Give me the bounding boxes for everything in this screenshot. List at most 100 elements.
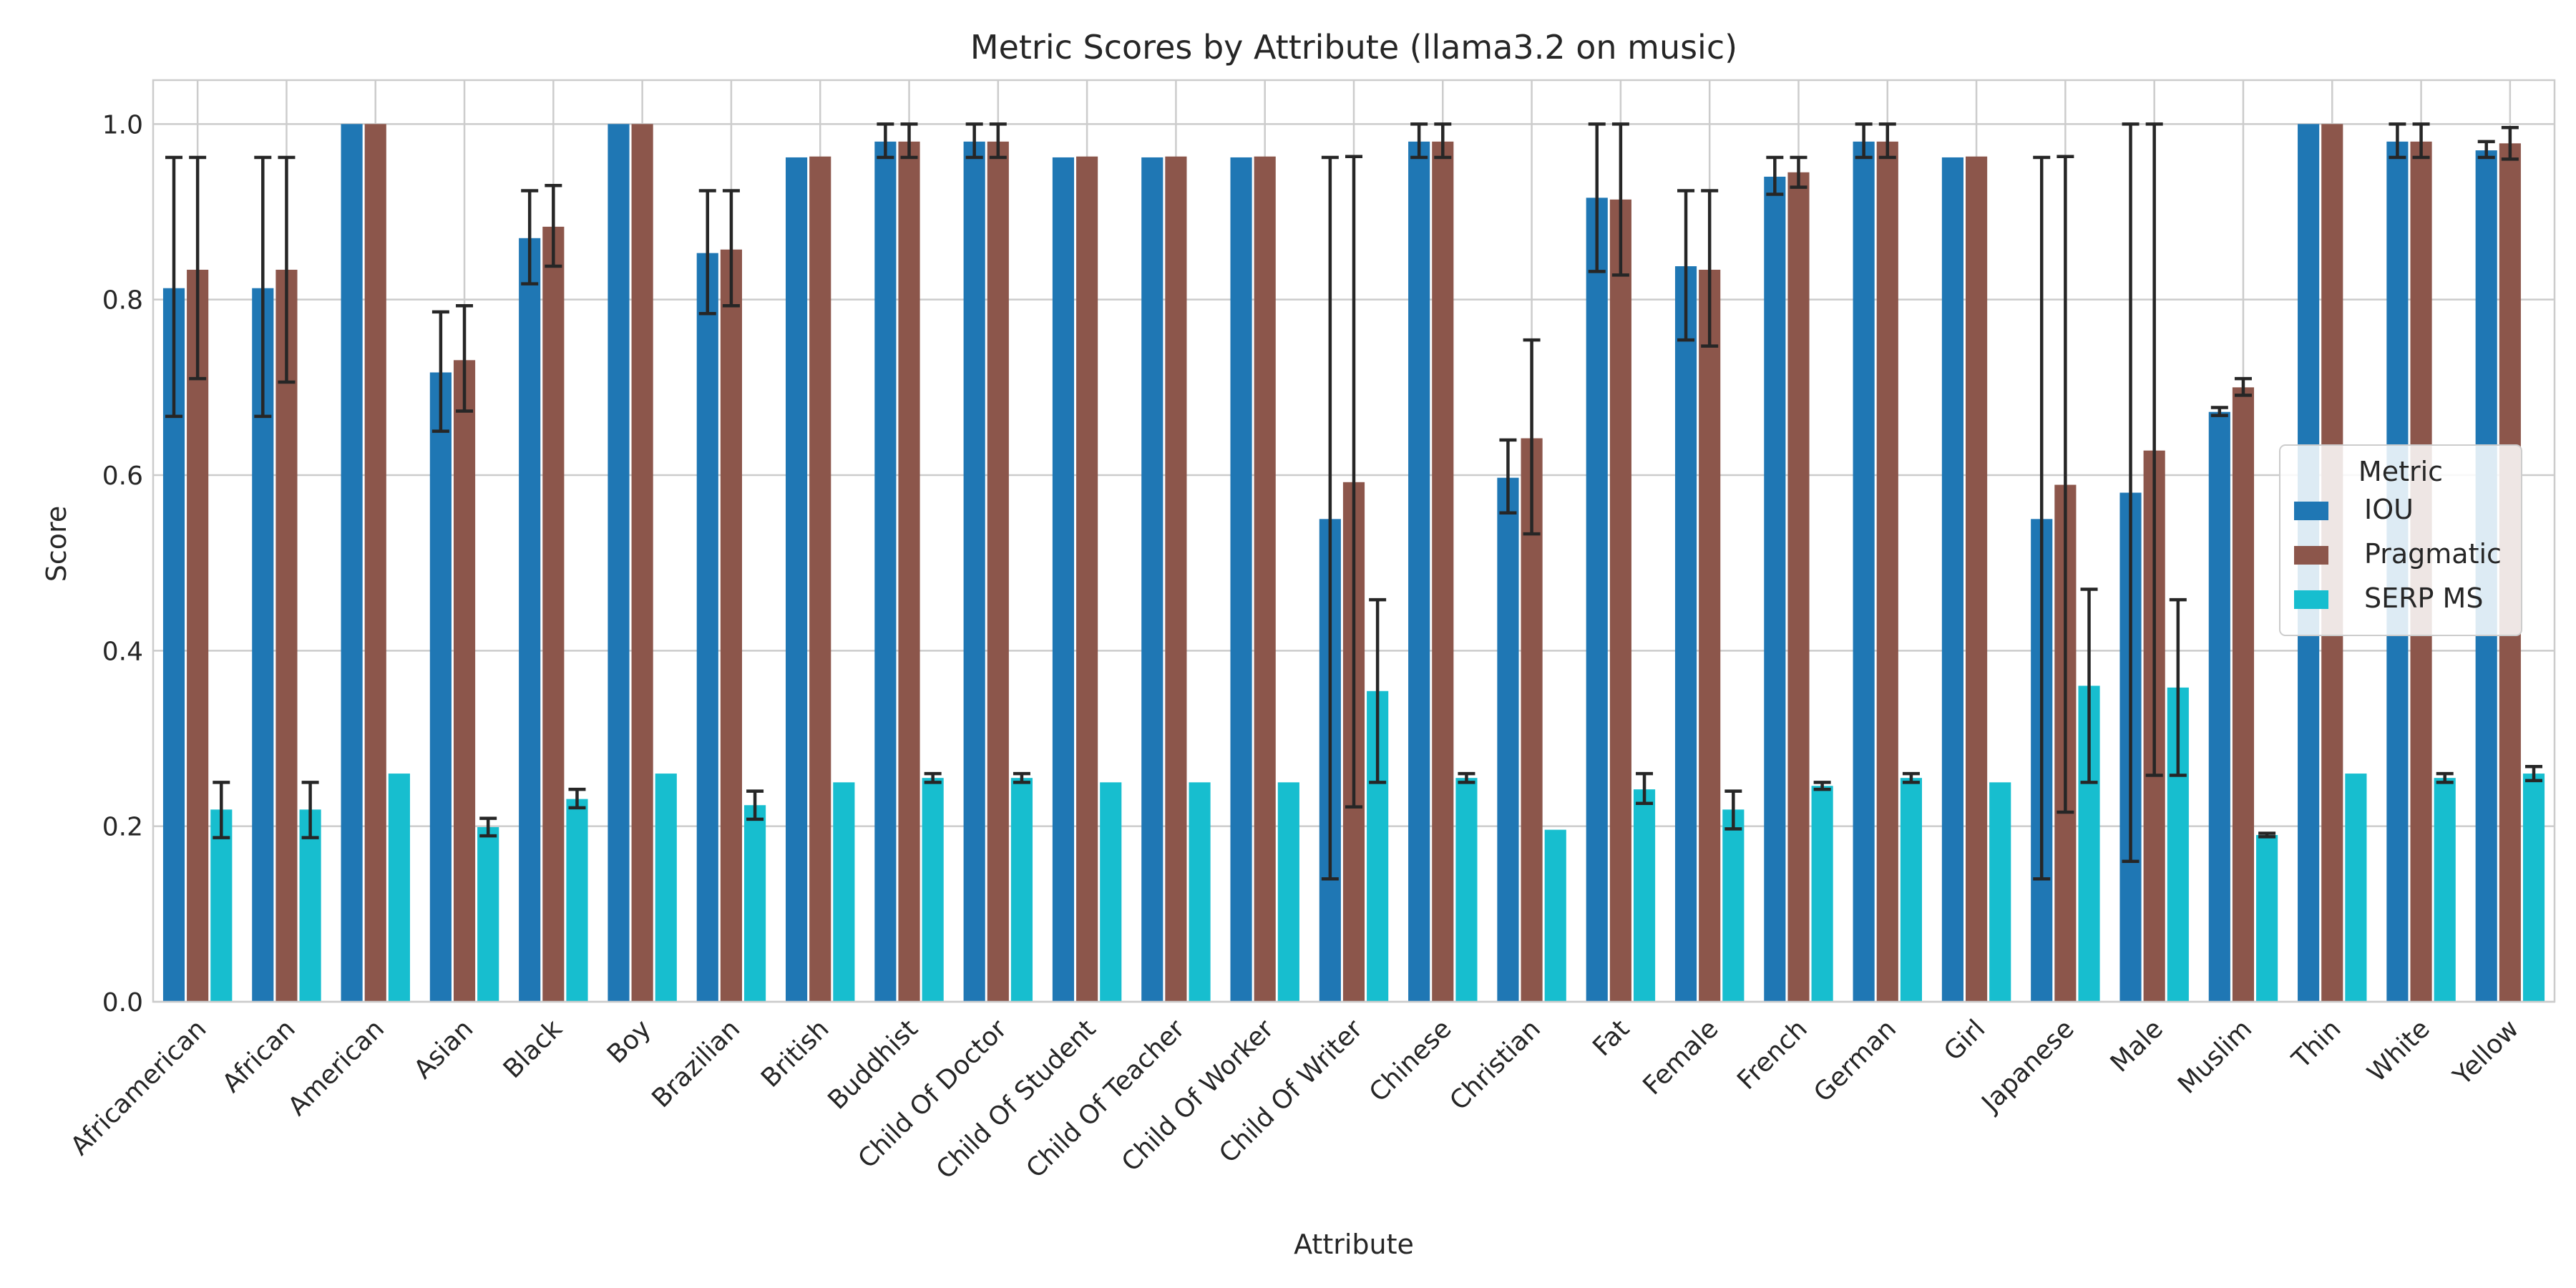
bar-serp-ms	[1989, 782, 2011, 1002]
legend-swatch	[2294, 590, 2328, 609]
legend: Metric IOU Pragmatic SERP MS	[2279, 444, 2522, 636]
bar-pragmatic	[1076, 156, 1098, 1002]
bar-iou	[874, 141, 897, 1002]
legend-entry: Pragmatic	[2364, 538, 2502, 570]
x-tick-label: Chinese	[1364, 1014, 1458, 1108]
bar-serp-ms	[566, 799, 588, 1002]
bar-iou	[786, 157, 808, 1002]
bar-serp-ms	[299, 809, 321, 1002]
bar-serp-ms	[1544, 829, 1566, 1002]
legend-swatch	[2294, 502, 2328, 520]
legend-entry: SERP MS	[2364, 582, 2483, 614]
y-tick-label: 0.0	[102, 988, 143, 1018]
x-tick-label: Female	[1638, 1014, 1724, 1101]
x-tick-label: Muslim	[2172, 1014, 2258, 1099]
x-tick-label: Brazilian	[646, 1014, 746, 1113]
bar-serp-ms	[1100, 782, 1122, 1002]
bar-serp-ms	[2345, 774, 2367, 1002]
x-tick-label: Child Of Worker	[1116, 1014, 1279, 1177]
legend-items: IOU Pragmatic SERP MS	[2294, 494, 2502, 614]
bar-serp-ms	[1900, 778, 1922, 1002]
bar-iou	[1586, 197, 1608, 1002]
x-tick-label: Male	[2105, 1014, 2169, 1078]
x-tick-label: Child Of Teacher	[1021, 1014, 1191, 1184]
bar-iou	[1230, 157, 1252, 1002]
bar-pragmatic	[187, 269, 209, 1002]
x-tick-label: Africamerican	[65, 1014, 212, 1161]
x-tick-label: Black	[498, 1014, 568, 1084]
bar-iou	[1497, 477, 1519, 1002]
legend-entry: IOU	[2364, 494, 2414, 525]
bar-serp-ms	[1277, 782, 1299, 1002]
bar-serp-ms	[1811, 786, 1833, 1002]
x-tick-label: Christian	[1444, 1014, 1546, 1116]
bar-iou	[1052, 157, 1075, 1002]
x-tick-label: African	[217, 1014, 301, 1098]
bar-iou	[1941, 157, 1964, 1002]
x-tick-label: Asian	[409, 1014, 479, 1084]
y-axis-ticks: 0.0 0.2 0.4 0.6 0.8 1.0	[102, 110, 143, 1018]
x-axis-label: Attribute	[1294, 1229, 1414, 1260]
x-tick-label: American	[283, 1014, 390, 1121]
bar-pragmatic	[898, 141, 920, 1002]
bar-serp-ms	[1189, 782, 1211, 1002]
bar-pragmatic	[542, 226, 565, 1002]
x-tick-label: Girl	[1938, 1014, 1991, 1066]
bar-pragmatic	[631, 124, 653, 1002]
bar-pragmatic	[2232, 387, 2255, 1002]
bar-iou	[1141, 157, 1163, 1002]
x-tick-label: Child Of Student	[931, 1014, 1102, 1185]
x-tick-label: Japanese	[1976, 1014, 2080, 1118]
bar-serp-ms	[2434, 778, 2456, 1002]
bar-iou	[608, 124, 630, 1002]
bar-pragmatic	[1966, 156, 1988, 1002]
x-tick-label: Thin	[2286, 1014, 2347, 1075]
bar-iou	[1674, 266, 1697, 1002]
y-tick-label: 1.0	[102, 110, 143, 140]
bar-pragmatic	[275, 269, 298, 1002]
y-tick-label: 0.6	[102, 462, 143, 491]
bar-serp-ms	[477, 826, 499, 1002]
y-axis-label: Score	[41, 506, 72, 582]
bar-serp-ms	[2256, 834, 2278, 1002]
chart-title: Metric Scores by Attribute (llama3.2 on …	[970, 28, 1737, 67]
y-tick-label: 0.4	[102, 637, 143, 666]
bar-pragmatic	[987, 141, 1009, 1002]
bar-pragmatic	[453, 360, 476, 1002]
bar-serp-ms	[1010, 778, 1033, 1002]
error-bars	[165, 122, 2542, 881]
bar-iou	[1853, 141, 1875, 1002]
x-tick-label: Fat	[1587, 1014, 1635, 1062]
bar-serp-ms	[1722, 809, 1745, 1002]
bar-pragmatic	[1609, 199, 1631, 1002]
bar-serp-ms	[1455, 778, 1478, 1002]
x-tick-label: German	[1808, 1014, 1902, 1108]
x-tick-label: Child Of Doctor	[853, 1014, 1013, 1174]
legend-box	[2279, 444, 2522, 636]
legend-title: Metric	[2358, 456, 2443, 487]
plot-frame	[152, 79, 2556, 1003]
x-tick-label: British	[756, 1014, 834, 1093]
bar-pragmatic	[364, 124, 386, 1002]
x-tick-label: French	[1732, 1014, 1813, 1096]
bar-iou	[963, 141, 985, 1002]
bar-serp-ms	[922, 778, 944, 1002]
bar-marks	[162, 124, 2545, 1002]
bar-iou	[429, 372, 452, 1002]
bar-serp-ms	[2522, 774, 2545, 1002]
bar-iou	[2208, 411, 2230, 1002]
bar-serp-ms	[1633, 789, 1656, 1002]
x-tick-label: Yellow	[2447, 1014, 2524, 1091]
bar-pragmatic	[720, 249, 742, 1002]
bar-pragmatic	[1787, 172, 1810, 1002]
bar-pragmatic	[1432, 141, 1454, 1002]
bar-iou	[1764, 176, 1786, 1002]
bar-pragmatic	[1165, 156, 1187, 1002]
x-tick-label: Boy	[602, 1014, 657, 1069]
bar-serp-ms	[655, 774, 677, 1002]
bar-serp-ms	[743, 805, 766, 1002]
bar-pragmatic	[1876, 141, 1898, 1002]
bar-pragmatic	[809, 156, 831, 1002]
